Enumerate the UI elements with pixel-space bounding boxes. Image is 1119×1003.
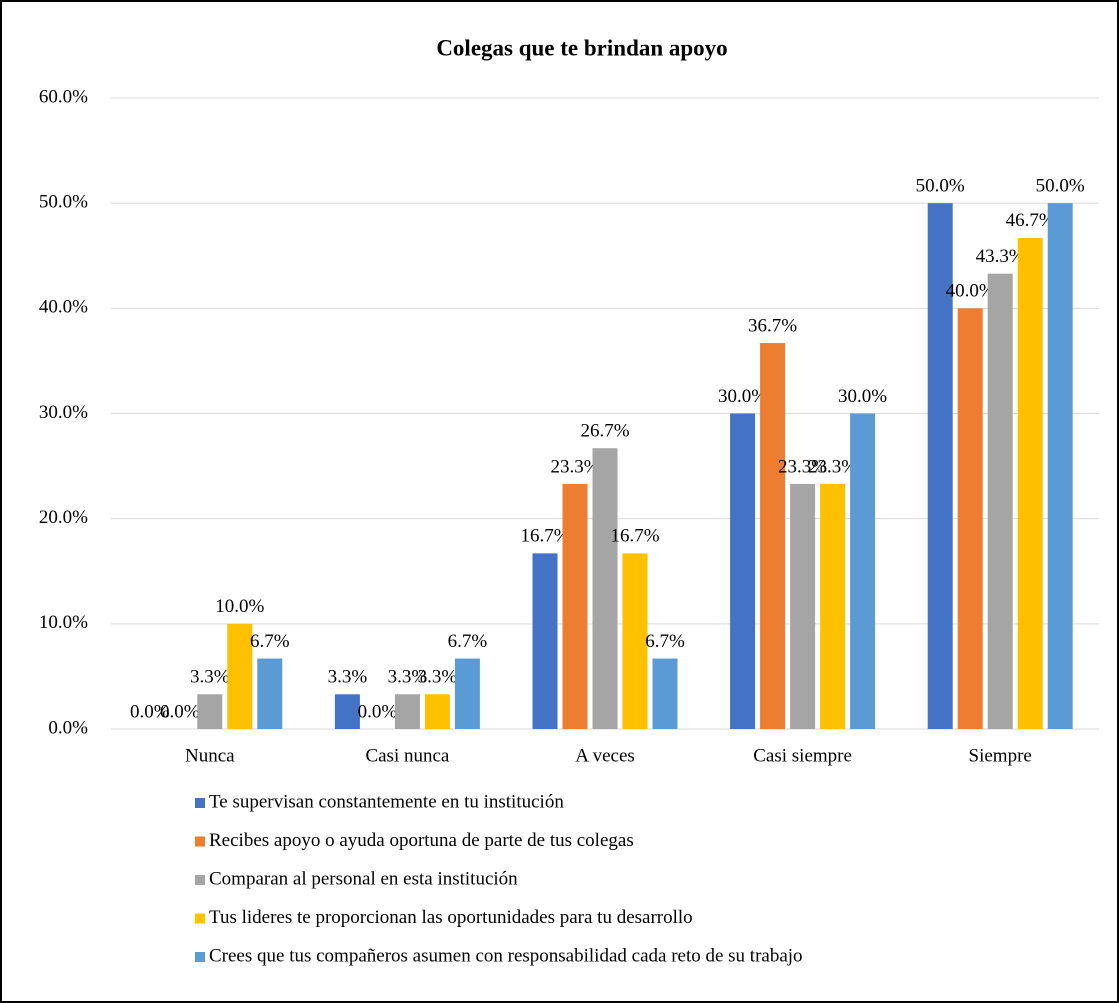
bar	[820, 483, 846, 729]
data-label: 50.0%	[1036, 176, 1085, 197]
x-tick-label: Nunca	[185, 745, 235, 766]
y-tick-label: 20.0%	[39, 507, 88, 528]
data-label: 16.7%	[610, 526, 659, 547]
y-tick-label: 30.0%	[39, 402, 88, 423]
bar	[622, 553, 648, 729]
data-label: 3.3%	[190, 667, 230, 688]
data-label: 43.3%	[976, 246, 1025, 267]
bar	[790, 483, 816, 729]
bar	[957, 308, 983, 729]
bar	[1017, 237, 1043, 729]
bar	[652, 658, 678, 729]
bar	[424, 694, 450, 729]
x-tick-label: Casi nunca	[365, 745, 449, 766]
legend-swatch	[195, 875, 205, 885]
bar	[562, 483, 588, 729]
data-label: 23.3%	[550, 456, 599, 477]
bar	[850, 413, 876, 729]
data-label: 0.0%	[130, 701, 170, 722]
legend-label: Crees que tus compañeros asumen con resp…	[209, 945, 803, 966]
legend-swatch	[195, 952, 205, 962]
y-tick-label: 0.0%	[48, 717, 88, 738]
bar	[532, 553, 558, 729]
bar	[454, 658, 480, 729]
x-tick-label: Siempre	[969, 745, 1032, 766]
data-label: 30.0%	[838, 386, 887, 407]
legend-swatch	[195, 836, 205, 847]
data-label: 16.7%	[520, 526, 569, 547]
data-label: 23.3%	[778, 456, 827, 477]
bar	[1047, 203, 1073, 729]
data-label: 46.7%	[1006, 210, 1055, 231]
data-label: 40.0%	[946, 281, 995, 302]
bar	[730, 413, 756, 729]
data-label: 23.3%	[808, 456, 857, 477]
legend-label: Comparan al personal en esta institución	[209, 868, 518, 889]
data-label: 3.3%	[388, 667, 428, 688]
data-label: 6.7%	[645, 631, 685, 652]
data-label: 3.3%	[328, 667, 368, 688]
data-label: 0.0%	[160, 701, 200, 722]
data-label: 6.7%	[448, 631, 488, 652]
y-tick-label: 40.0%	[39, 297, 88, 318]
bar	[227, 623, 253, 729]
y-tick-label: 50.0%	[39, 192, 88, 213]
bar	[987, 273, 1013, 729]
legend-label: Te supervisan constantemente en tu insti…	[209, 791, 564, 812]
legend-swatch	[195, 798, 205, 808]
bar	[257, 658, 283, 729]
data-label: 50.0%	[916, 176, 965, 197]
legend-swatch	[195, 913, 205, 924]
data-label: 30.0%	[718, 386, 767, 407]
y-tick-label: 60.0%	[39, 86, 88, 107]
data-label: 0.0%	[358, 701, 398, 722]
bar	[927, 203, 953, 729]
bar	[592, 448, 618, 729]
data-label: 36.7%	[748, 315, 797, 336]
data-label: 3.3%	[418, 667, 458, 688]
data-label: 6.7%	[250, 631, 290, 652]
data-label: 10.0%	[215, 596, 264, 617]
data-label: 26.7%	[580, 421, 629, 442]
chart-title: Colegas que te brindan apoyo	[436, 35, 727, 60]
bar	[197, 694, 223, 729]
bar	[334, 694, 360, 729]
bar	[760, 343, 786, 729]
bar	[394, 694, 420, 729]
x-tick-label: Casi siempre	[753, 745, 852, 766]
legend-label: Tus lideres te proporcionan las oportuni…	[209, 907, 693, 928]
x-tick-label: A veces	[575, 745, 635, 766]
y-tick-label: 10.0%	[39, 612, 88, 633]
legend-label: Recibes apoyo o ayuda oportuna de parte …	[209, 830, 634, 851]
